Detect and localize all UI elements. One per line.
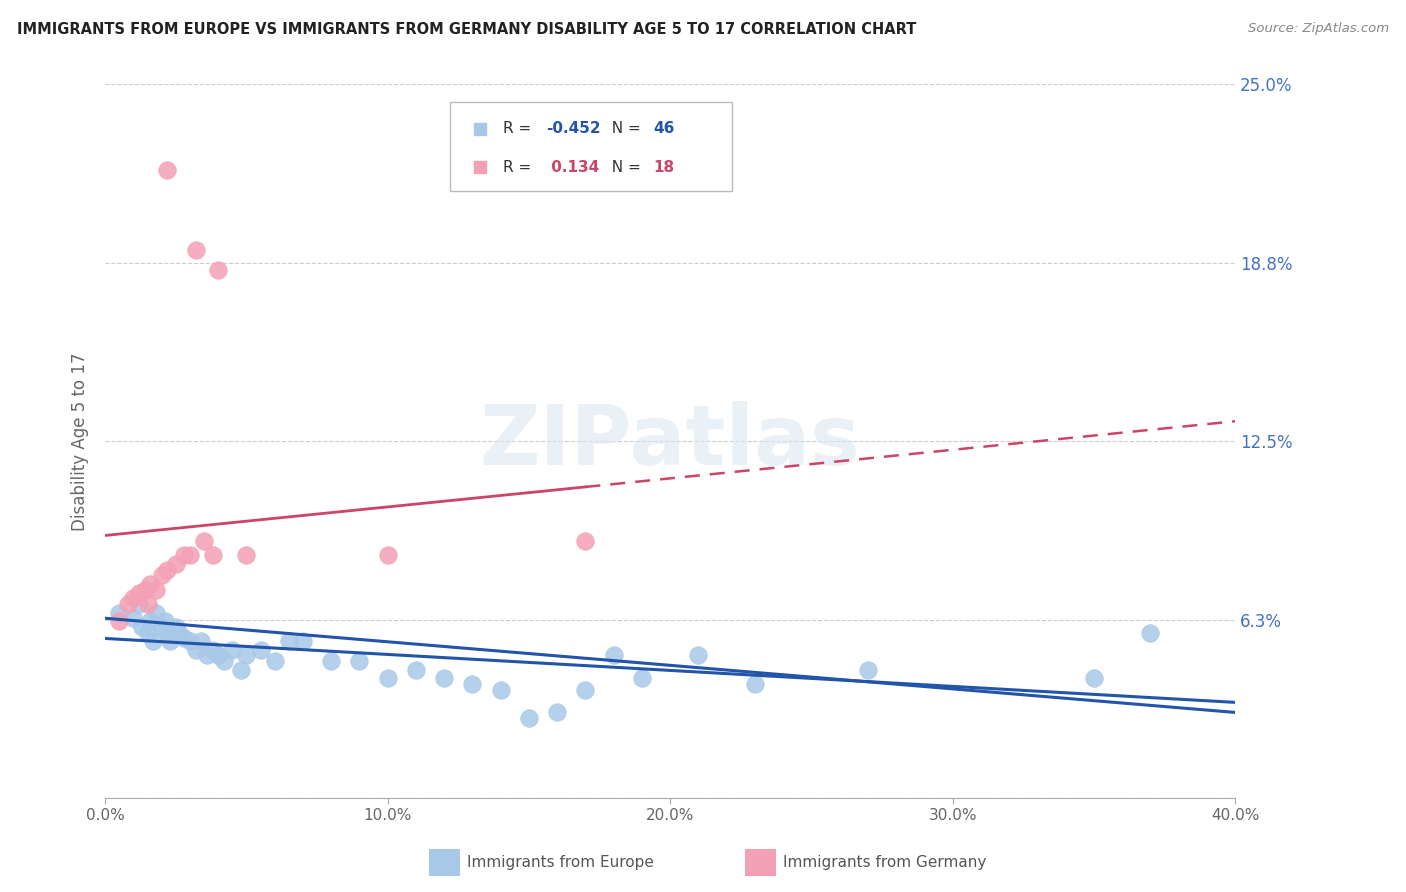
Point: [139, 577, 162, 591]
Y-axis label: Disability Age 5 to 17: Disability Age 5 to 17: [72, 352, 89, 531]
Point: [131, 620, 153, 634]
Point: [377, 671, 399, 685]
Point: [136, 625, 159, 640]
Point: [145, 582, 167, 597]
Point: [193, 534, 215, 549]
Text: R =: R =: [503, 160, 536, 175]
Point: [207, 263, 229, 277]
Point: [229, 663, 252, 677]
Point: [349, 654, 371, 668]
Point: [744, 677, 766, 691]
Point: [165, 620, 187, 634]
Point: [201, 642, 224, 657]
Point: [142, 634, 165, 648]
Point: [150, 620, 173, 634]
Point: [190, 634, 212, 648]
Point: [277, 634, 299, 648]
Text: 0.134: 0.134: [546, 160, 599, 175]
Point: [139, 614, 162, 628]
Point: [688, 648, 710, 663]
Point: [201, 549, 224, 563]
Point: [165, 557, 187, 571]
Point: [167, 625, 190, 640]
Text: 46: 46: [654, 121, 675, 136]
Text: -0.452: -0.452: [546, 121, 600, 136]
Point: [856, 663, 879, 677]
Point: [150, 568, 173, 582]
Point: [405, 663, 427, 677]
Text: N =: N =: [602, 121, 645, 136]
Point: [179, 549, 201, 563]
Text: Source: ZipAtlas.com: Source: ZipAtlas.com: [1249, 22, 1389, 36]
Point: [117, 597, 139, 611]
Point: [122, 591, 145, 606]
Point: [574, 534, 596, 549]
Point: [517, 711, 540, 725]
Point: [602, 648, 624, 663]
Point: [179, 634, 201, 648]
Point: [461, 677, 484, 691]
Text: 18: 18: [654, 160, 675, 175]
Point: [134, 582, 156, 597]
Point: [153, 614, 176, 628]
Point: [263, 654, 285, 668]
Point: [489, 682, 512, 697]
Point: [136, 597, 159, 611]
Point: [195, 648, 218, 663]
Point: [122, 611, 145, 625]
Point: [235, 549, 257, 563]
Point: [291, 634, 314, 648]
Point: [145, 606, 167, 620]
Point: [128, 597, 150, 611]
Text: Immigrants from Germany: Immigrants from Germany: [783, 855, 987, 870]
Point: [221, 642, 243, 657]
Point: [108, 606, 131, 620]
Point: [377, 549, 399, 563]
Point: [156, 163, 179, 178]
Point: [235, 648, 257, 663]
Point: [108, 614, 131, 628]
Point: [321, 654, 343, 668]
Point: [156, 563, 179, 577]
Point: [207, 648, 229, 663]
FancyBboxPatch shape: [450, 103, 733, 192]
Point: [574, 682, 596, 697]
Point: [1139, 625, 1161, 640]
Text: ZIPatlas: ZIPatlas: [479, 401, 860, 482]
Point: [184, 642, 207, 657]
Point: [159, 634, 181, 648]
Point: [212, 654, 235, 668]
Point: [631, 671, 654, 685]
Text: R =: R =: [503, 121, 536, 136]
Point: [249, 642, 271, 657]
Point: [156, 625, 179, 640]
Point: [546, 706, 568, 720]
Text: N =: N =: [602, 160, 645, 175]
Point: [433, 671, 456, 685]
Text: Immigrants from Europe: Immigrants from Europe: [467, 855, 654, 870]
Text: IMMIGRANTS FROM EUROPE VS IMMIGRANTS FROM GERMANY DISABILITY AGE 5 TO 17 CORRELA: IMMIGRANTS FROM EUROPE VS IMMIGRANTS FRO…: [17, 22, 917, 37]
Point: [128, 585, 150, 599]
Point: [173, 549, 195, 563]
Point: [184, 243, 207, 257]
Point: [173, 631, 195, 645]
Point: [1083, 671, 1105, 685]
